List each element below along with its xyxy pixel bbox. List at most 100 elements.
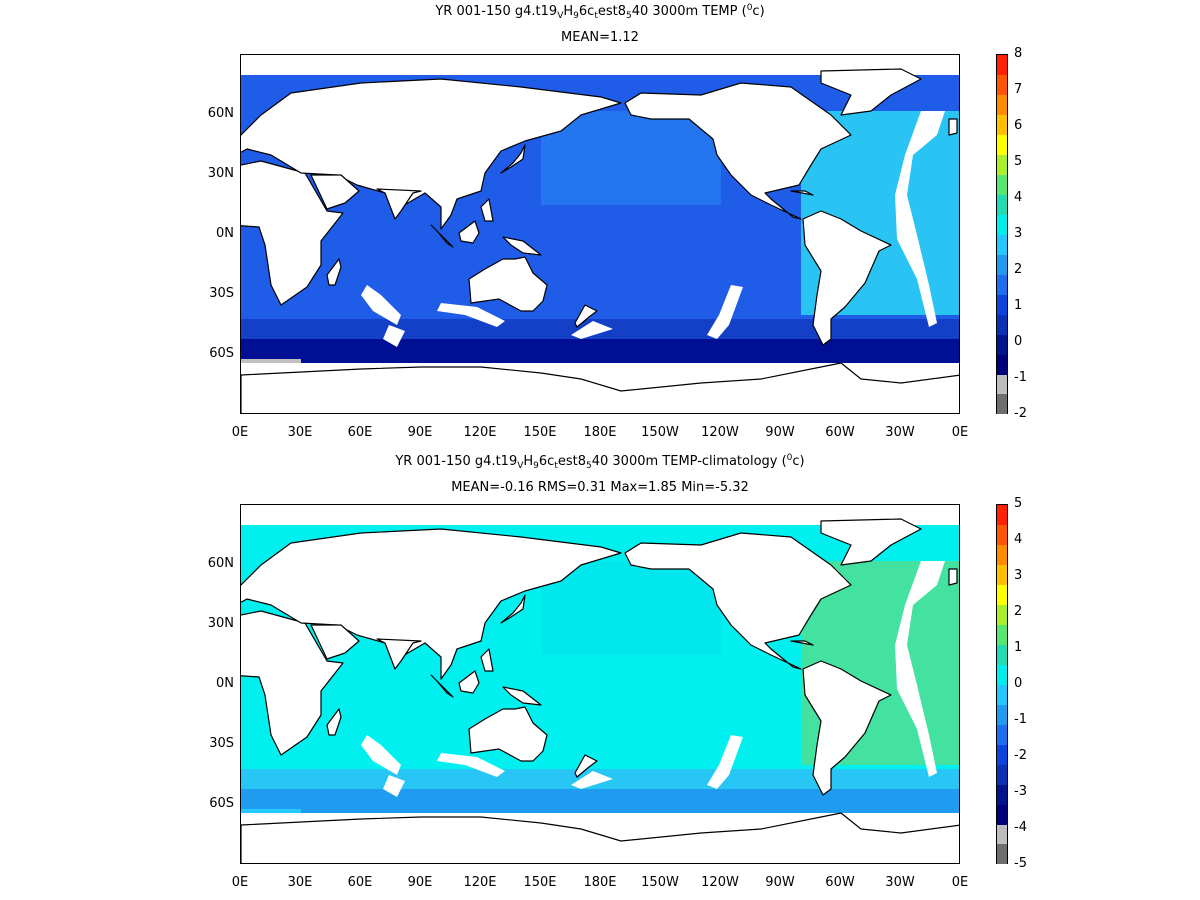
latitude-label: 60S [209,796,234,811]
longitude-label: 180E [583,875,617,890]
land-greenland [820,68,922,116]
land-japan [500,144,526,174]
shallow-ridge [895,561,945,777]
land-eurasia [241,78,622,230]
temperature-map [240,54,960,414]
colorbar-swatch [997,524,1007,545]
colorbar-swatch [997,94,1007,115]
shallow-ridge [383,325,405,347]
colorbar-label: 7 [1014,82,1023,97]
antarctic-field [241,339,959,363]
longitude-label: 180E [583,425,617,440]
colorbar-label: 2 [1014,604,1023,619]
colorbar-label: 3 [1014,226,1023,241]
longitude-label: 150E [523,425,557,440]
land-cuba [790,190,814,196]
panel-temp: YR 001-150 g4.t19VH96ctest8540 3000m TEM… [207,3,1027,440]
latitude-label: 30S [209,286,234,301]
map-canvas [241,55,959,413]
latitude-label: 0N [216,676,234,691]
longitude-label: 90E [407,425,433,440]
longitude-label: 60E [347,875,373,890]
colorbar-swatch [997,394,1007,415]
map-canvas [241,505,959,863]
colorbar-swatch [997,744,1007,765]
colorbar [996,54,1008,415]
longitude-label: 60W [825,875,855,890]
shallow-ridge [437,303,505,327]
colorbar-swatch [997,154,1007,175]
colorbar-label: 2 [1014,262,1023,277]
land-cuba [790,640,814,646]
north-pacific-field [541,561,721,655]
colorbar-swatch [997,114,1007,135]
colorbar-swatch [997,254,1007,275]
longitude-label: 30W [885,425,915,440]
longitude-label: 120E [463,425,497,440]
land-africa [241,160,344,306]
panel-stats: MEAN=1.12 [561,30,639,45]
shallow-ridge [707,735,743,789]
land-antarctica [241,362,959,413]
land-madagascar [326,258,342,286]
land-namerica [624,82,852,220]
colorbar-label: 5 [1014,154,1023,169]
land-philippines [480,198,494,222]
longitude-label: 60E [347,425,373,440]
land-arabia [310,624,360,660]
longitude-label: 0E [231,875,249,890]
land-greenland [820,518,922,566]
land-sumatra [430,224,454,248]
shallow-ridge [437,753,505,777]
colorbar-label: 4 [1014,532,1023,547]
colorbar-label: -4 [1014,820,1027,835]
colorbar-swatch [997,564,1007,585]
longitude-label: 90W [765,425,795,440]
latitude-label: 60S [209,346,234,361]
land-australia [468,706,548,762]
longitude-label: 0E [231,425,249,440]
colorbar-swatch [997,274,1007,295]
latitude-label: 0N [216,226,234,241]
colorbar-swatch [997,624,1007,645]
shallow-ridge [361,285,401,325]
colorbar-label: 8 [1014,46,1023,61]
colorbar-swatch [997,764,1007,785]
colorbar-label: -3 [1014,784,1027,799]
colorbar-swatch [997,784,1007,805]
longitude-label: 30W [885,875,915,890]
anomaly-map [240,504,960,864]
antarctic-field [241,789,959,813]
latitude-label: 60N [207,106,234,121]
colorbar-swatch [997,314,1007,335]
shallow-ridge [707,285,743,339]
colorbar-label: 1 [1014,640,1023,655]
colorbar-label: -1 [1014,712,1027,727]
colorbar-label: 0 [1014,676,1023,691]
longitude-label: 150W [641,425,679,440]
panel-stats: MEAN=-0.16 RMS=0.31 Max=1.85 Min=-5.32 [451,480,749,495]
land-india [376,188,422,220]
longitude-label: 150E [523,875,557,890]
land-africa [241,610,344,756]
colorbar-swatch [997,194,1007,215]
panel-title: YR 001-150 g4.t19VH96ctest8540 3000m TEM… [435,3,765,21]
colorbar-swatch [997,174,1007,195]
latitude-label: 30N [207,616,234,631]
longitude-label: 0E [951,875,969,890]
colorbar-swatch [997,334,1007,355]
panel-temp-anomaly: YR 001-150 g4.t19VH96ctest8540 3000m TEM… [0,450,1200,900]
longitude-label: 30E [287,425,313,440]
colorbar-swatch [997,505,1007,525]
land-philippines [480,648,494,672]
colorbar-swatch [997,354,1007,375]
land-uk [948,568,958,586]
land-borneo [458,670,480,694]
shallow-ridge [895,111,945,327]
colorbar-swatch [997,374,1007,395]
colorbar-swatch [997,844,1007,865]
colorbar-swatch [997,214,1007,235]
land-japan [500,594,526,624]
latitude-label: 30S [209,736,234,751]
colorbar-swatch [997,824,1007,845]
